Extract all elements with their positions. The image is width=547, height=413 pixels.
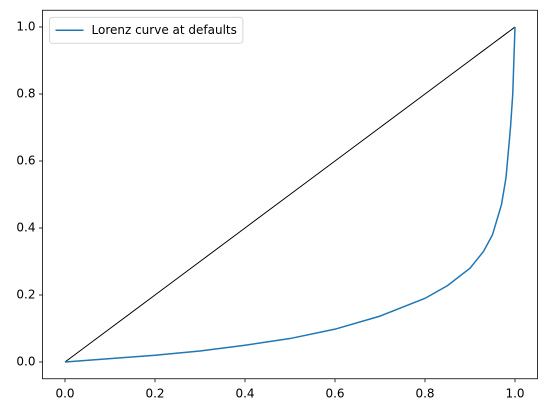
legend-box (49, 16, 244, 44)
line (64, 26, 516, 363)
x-tick-label: 0.2 (145, 386, 164, 400)
y-tick-label: 1.0 (16, 20, 35, 34)
legend-label: Lorenz curve at defaults (92, 23, 237, 37)
y-tick-label: 0.8 (16, 87, 35, 101)
x-tick-label: 0.8 (415, 386, 434, 400)
plot-frame (42, 9, 538, 380)
y-tick-label: 0.4 (16, 221, 35, 235)
y-tick-label: 0.2 (16, 288, 35, 302)
legend: Lorenz curve at defaults (49, 16, 244, 44)
y-tick-label: 0.6 (16, 154, 35, 168)
x-tick-label: 0.6 (325, 386, 344, 400)
x-tick-label: 0.4 (235, 386, 254, 400)
y-tick-label: 0.0 (16, 355, 35, 369)
line (64, 26, 516, 363)
x-tick-label: 0.0 (55, 386, 74, 400)
x-tick-label: 1.0 (505, 386, 524, 400)
